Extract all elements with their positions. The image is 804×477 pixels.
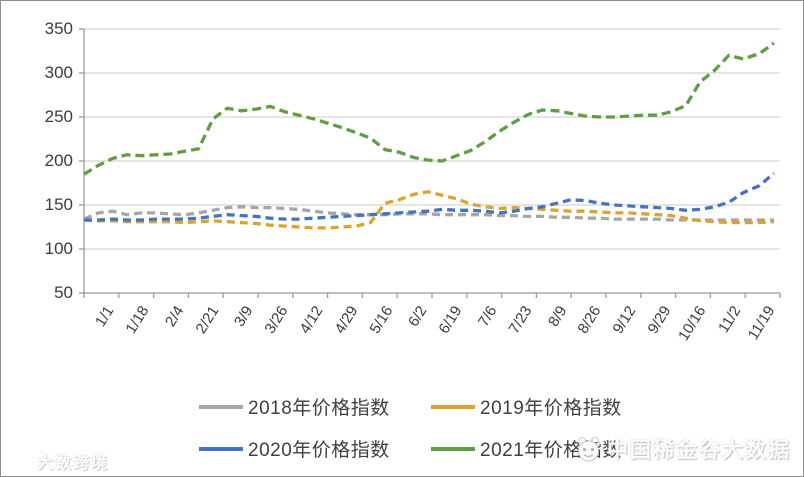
y-tick-label: 100: [44, 239, 73, 258]
legend-swatch-icon: [199, 446, 243, 451]
line-chart-plot: [79, 28, 781, 298]
y-tick-label: 350: [44, 19, 73, 38]
y-tick-label: 200: [44, 151, 73, 170]
legend-swatch-icon: [431, 404, 475, 409]
legend-label: 2018年价格指数: [248, 398, 390, 419]
y-tick-label: 150: [44, 195, 73, 214]
y-tick-label: 50: [54, 283, 73, 302]
corner-logo-icon: [7, 450, 33, 472]
legend-item-2019: 2019年价格指数: [431, 393, 663, 420]
corner-logo: 大数跨境: [7, 449, 109, 473]
panda-face-icon: [577, 436, 600, 462]
series-line-2020: [84, 172, 775, 222]
legend-swatch-icon: [199, 404, 243, 409]
series-line-2021: [83, 41, 775, 176]
watermark: 中国稀金谷大数据: [575, 434, 791, 464]
legend-swatch-icon: [431, 446, 475, 451]
legend-item-2018: 2018年价格指数: [199, 393, 431, 420]
chart-legend: 2018年价格指数 2019年价格指数 2020年价格指数 2021年价格指数: [199, 393, 663, 462]
legend-label: 2019年价格指数: [480, 398, 622, 419]
legend-label: 2020年价格指数: [248, 440, 390, 461]
y-tick-label: 250: [44, 107, 73, 126]
y-tick-label: 300: [44, 63, 73, 82]
series-line-2019: [83, 190, 775, 230]
legend-item-2020: 2020年价格指数: [199, 435, 431, 462]
corner-logo-text: 大数跨境: [37, 455, 110, 472]
watermark-text: 中国稀金谷大数据: [607, 439, 791, 462]
series-line-2018: [83, 205, 774, 222]
